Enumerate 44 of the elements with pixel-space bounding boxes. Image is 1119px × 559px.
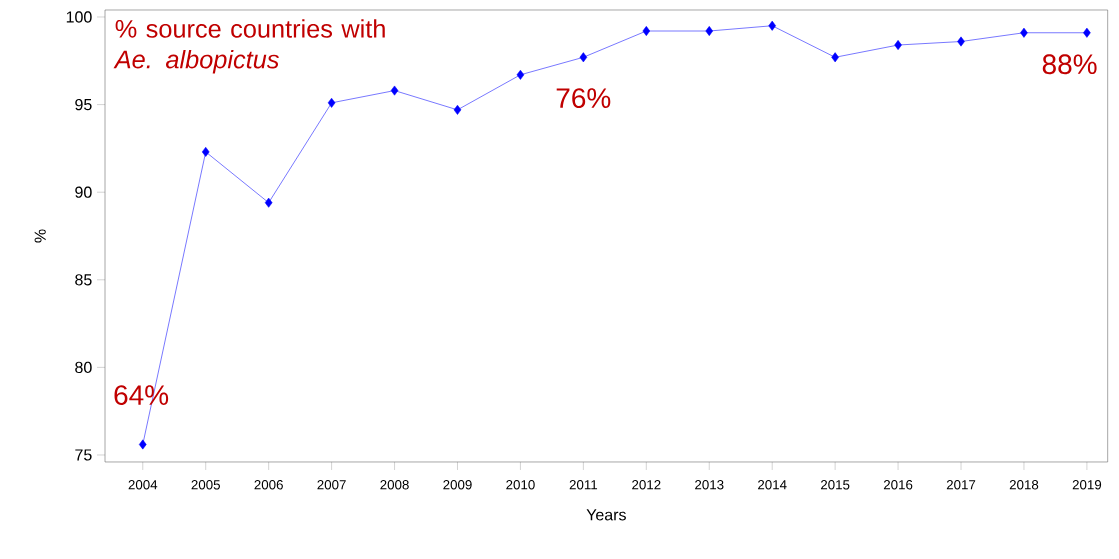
x-tick-label: 2018 xyxy=(1009,480,1039,490)
x-tick-label: 2007 xyxy=(317,480,346,490)
x-tick-label: 2015 xyxy=(820,480,850,490)
y-tick-label: 95 xyxy=(75,98,92,111)
x-tick-label: 2019 xyxy=(1072,480,1102,490)
annotation: 88% xyxy=(1042,54,1097,75)
x-tick-label: 2017 xyxy=(946,480,976,490)
y-tick-label: 75 xyxy=(75,449,92,461)
point xyxy=(264,197,273,208)
x-tick-label: 2006 xyxy=(254,480,283,490)
point xyxy=(453,104,462,115)
x-tick-label: 2016 xyxy=(883,480,913,490)
x-tick-label: 2014 xyxy=(758,480,787,490)
text: % source countries with Ae. albopictus xyxy=(113,19,385,74)
point xyxy=(642,26,651,36)
annotation: 76% xyxy=(556,88,611,109)
x-tick-label: 2011 xyxy=(569,480,598,490)
point xyxy=(831,52,839,63)
point xyxy=(327,97,336,108)
point xyxy=(516,69,525,80)
y-tick-label: 80 xyxy=(75,361,92,374)
x-axis-title: Years xyxy=(586,509,626,521)
y-tick-label: 85 xyxy=(75,274,92,286)
y-tick-label: 90 xyxy=(75,186,92,198)
point xyxy=(390,85,399,96)
point xyxy=(201,146,210,157)
x-tick-label: 2009 xyxy=(443,480,472,490)
point xyxy=(139,439,147,450)
point xyxy=(768,20,776,31)
x-tick-label: 2010 xyxy=(506,480,535,490)
annotation: 64% xyxy=(114,385,169,405)
point xyxy=(1020,27,1028,38)
x-tick-label: 2008 xyxy=(380,480,409,490)
x-tick-label: 2004 xyxy=(128,480,158,490)
point xyxy=(1083,27,1091,38)
y-axis-title: % xyxy=(34,229,46,243)
x-tick-label: 2012 xyxy=(632,480,661,490)
x-tick-label: 2005 xyxy=(191,480,220,490)
point xyxy=(894,40,902,50)
y-tick-label: 100 xyxy=(66,11,92,23)
point xyxy=(957,36,965,47)
point xyxy=(579,52,588,63)
point xyxy=(705,26,714,36)
x-tick-label: 2013 xyxy=(695,480,724,490)
